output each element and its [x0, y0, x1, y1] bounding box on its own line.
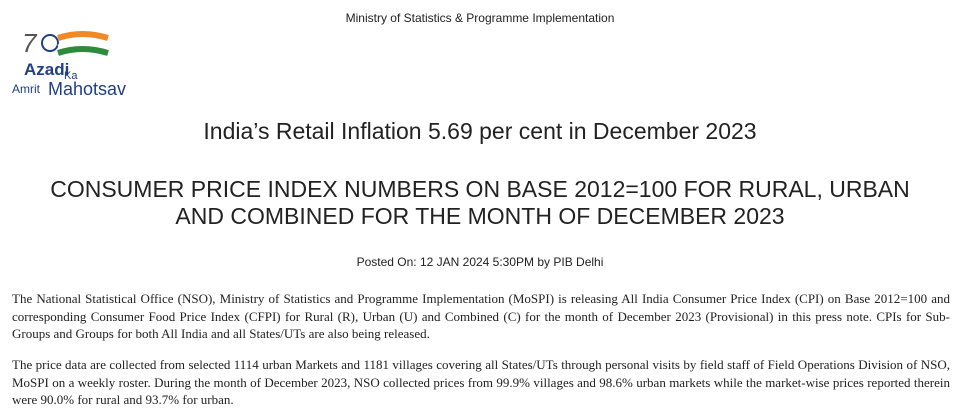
- logo-azadi-text: Azadi: [24, 60, 70, 79]
- page-title: CONSUMER PRICE INDEX NUMBERS ON BASE 201…: [50, 176, 910, 229]
- ministry-name: Ministry of Statistics & Programme Imple…: [345, 11, 615, 25]
- paragraph-2: The price data are collected from select…: [12, 357, 950, 407]
- logo-75-emblem: 7: [22, 28, 109, 58]
- logo-amrit-text: Amrit: [12, 82, 40, 96]
- logo-ka-text: Ka: [64, 70, 78, 82]
- posted-on: Posted On: 12 JAN 2024 5:30PM by PIB Del…: [356, 255, 604, 269]
- svg-text:7: 7: [22, 28, 38, 58]
- headline: India’s Retail Inflation 5.69 per cent i…: [203, 118, 757, 144]
- azadi-ka-amrit-mahotsav-logo: 7 Azadi Ka Amrit Mahotsav: [12, 26, 142, 100]
- logo-mahotsav-text: Mahotsav: [48, 79, 127, 99]
- paragraph-1: The National Statistical Office (NSO), M…: [12, 291, 950, 341]
